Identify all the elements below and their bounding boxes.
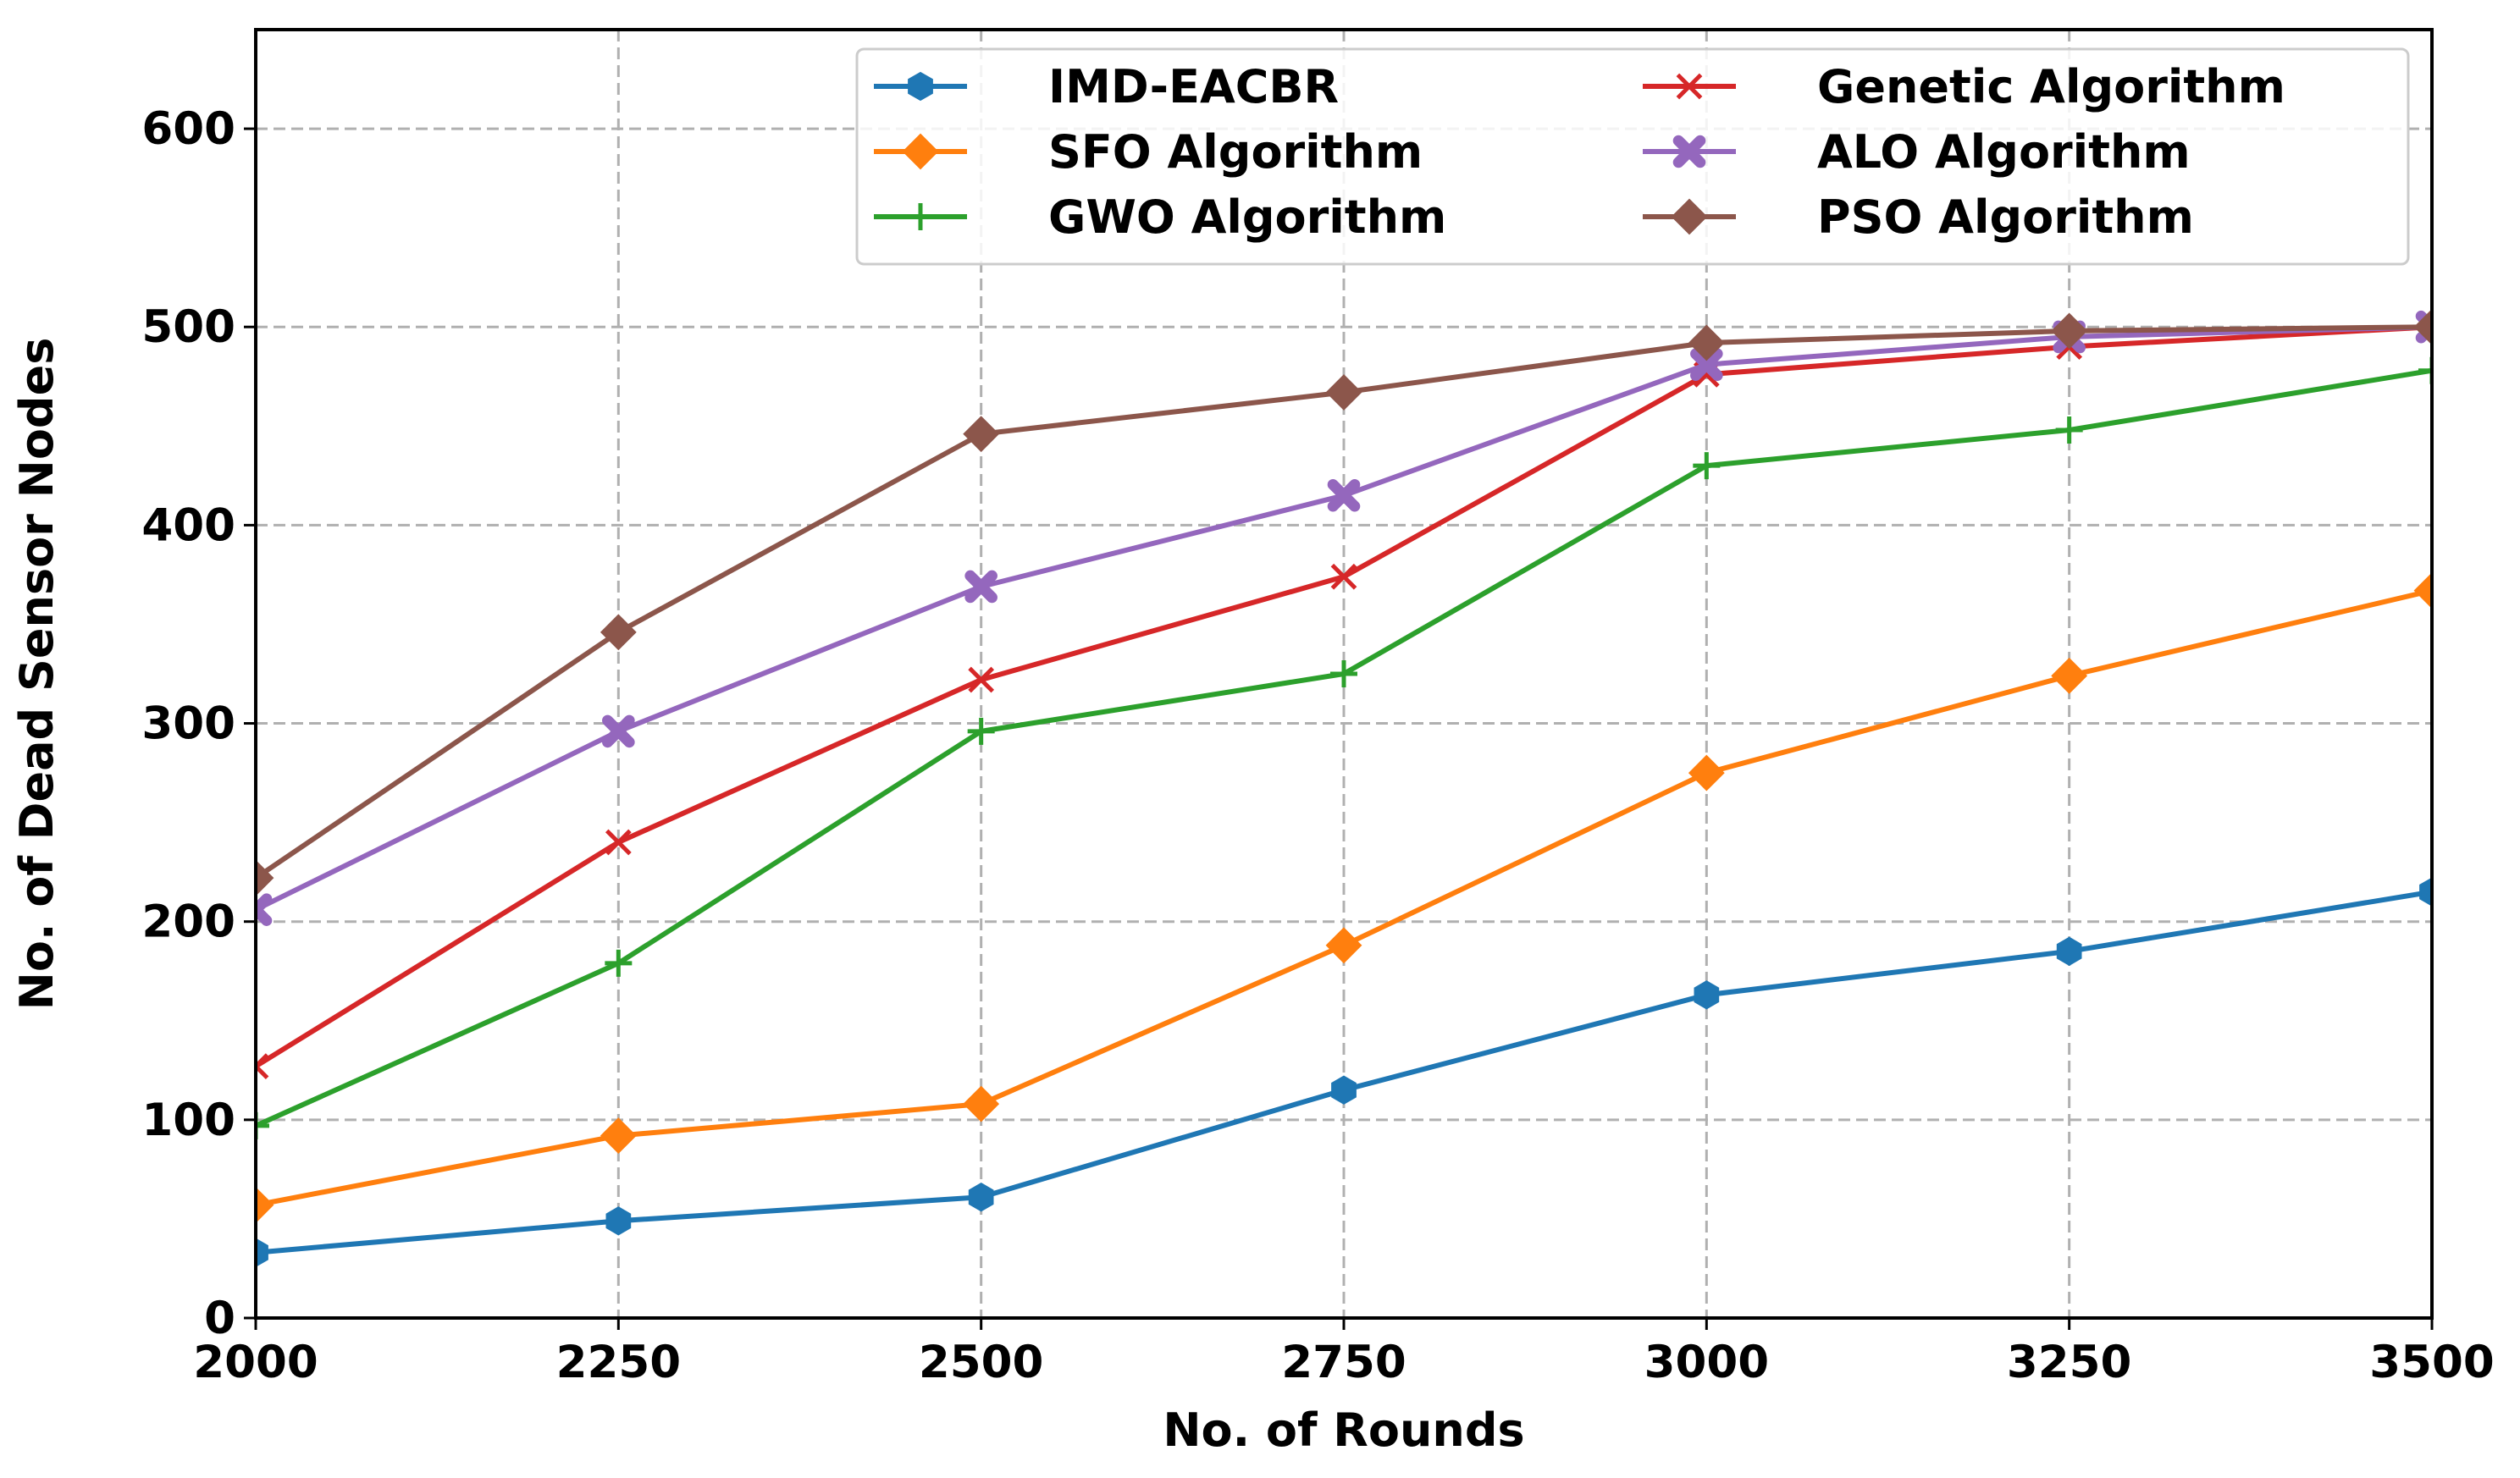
data-point — [2051, 312, 2088, 350]
ticks: 2000 2250 2500 2750 3000 3250 3500 0 100 200 300 40… — [141, 103, 2494, 1388]
data-point — [600, 1117, 637, 1154]
data-point — [967, 717, 995, 745]
data-point — [605, 949, 633, 977]
series-layer — [256, 308, 2432, 1267]
data-point — [256, 1238, 268, 1267]
marker-stroke — [968, 666, 995, 693]
marker-stroke — [964, 570, 998, 604]
x-axis-label: No. of Rounds — [1163, 1404, 1524, 1457]
marker-stroke — [1330, 563, 1357, 590]
y-axis-label: No. of Dead Sensor Nodes — [10, 338, 64, 1011]
data-point — [1671, 198, 1708, 235]
data-point — [256, 1187, 274, 1223]
data-point — [1672, 135, 1706, 168]
y-tick-label: 300 — [141, 698, 235, 750]
data-point — [1325, 374, 1362, 411]
marker-stroke — [1690, 348, 1723, 382]
data-point — [908, 71, 933, 102]
legend-item: PSO Algorithm — [1643, 190, 2194, 244]
series-gwo-algorithm — [256, 356, 2432, 1139]
data-point — [2056, 936, 2082, 966]
legend-item: SFO Algorithm — [874, 125, 1423, 179]
data-point — [907, 203, 934, 230]
legend-item: ALO Algorithm — [1643, 125, 2191, 179]
data-point — [605, 1206, 632, 1236]
marker-stroke — [256, 902, 273, 926]
data-point — [256, 1053, 269, 1079]
legend-box — [855, 47, 2410, 266]
data-point — [2413, 572, 2432, 609]
data-point — [600, 614, 637, 651]
data-point — [1688, 754, 1725, 791]
legend-item: Genetic Algorithm — [1643, 60, 2285, 113]
data-point — [1676, 73, 1703, 100]
legend-label: IMD-EACBR — [1048, 60, 1339, 113]
data-point — [1331, 1075, 1357, 1105]
data-point — [602, 714, 635, 748]
marker-stroke — [602, 714, 635, 748]
marker-stroke — [256, 1053, 269, 1070]
x-tick-label: 2750 — [1281, 1337, 1406, 1388]
data-point — [256, 859, 274, 896]
x-tick-label: 3500 — [2369, 1337, 2495, 1388]
legend-label: SFO Algorithm — [1048, 125, 1423, 179]
data-point — [256, 893, 273, 926]
data-point — [605, 829, 632, 856]
data-point — [902, 133, 939, 170]
y-tick-label: 400 — [141, 499, 235, 551]
marker-stroke — [1327, 478, 1361, 512]
data-point — [2418, 356, 2432, 384]
data-point — [963, 416, 1000, 453]
x-tick-label: 3250 — [2007, 1337, 2132, 1388]
series-sfo-algorithm — [256, 572, 2432, 1223]
y-tick-label: 200 — [141, 896, 235, 948]
legend-label: Genetic Algorithm — [1817, 60, 2285, 113]
data-point — [964, 570, 998, 604]
data-point — [256, 1111, 269, 1139]
x-tick-label: 2500 — [919, 1337, 1044, 1388]
data-point — [1693, 452, 1721, 480]
data-point — [2051, 657, 2088, 694]
series-imd-eacbr — [256, 877, 2432, 1267]
data-point — [1330, 563, 1357, 590]
marker-stroke — [1672, 135, 1706, 168]
marker-stroke — [605, 829, 632, 856]
data-point — [1690, 348, 1723, 382]
data-point — [1688, 324, 1725, 361]
x-tick-label: 3000 — [1644, 1337, 1770, 1388]
y-tick-label: 600 — [141, 103, 235, 155]
marker-stroke — [256, 893, 273, 918]
data-point — [1327, 478, 1361, 512]
data-point — [963, 1085, 1000, 1122]
x-tick-label: 2000 — [193, 1337, 318, 1388]
marker-stroke — [1676, 73, 1703, 100]
legend-label: PSO Algorithm — [1817, 190, 2194, 244]
y-tick-label: 100 — [141, 1095, 235, 1146]
legend-item: IMD-EACBR — [874, 60, 1339, 113]
x-tick-label: 2250 — [556, 1337, 682, 1388]
legend: IMD-EACBR SFO Algorithm GWO Algorithm Genet… — [855, 47, 2410, 266]
data-point — [2055, 416, 2083, 444]
data-point — [2419, 877, 2432, 907]
marker-stroke — [256, 1063, 269, 1079]
data-point — [1694, 980, 1720, 1010]
data-point — [2413, 308, 2432, 345]
legend-label: ALO Algorithm — [1817, 125, 2191, 179]
y-tick-label: 0 — [204, 1293, 235, 1344]
series-pso-algorithm — [256, 308, 2432, 896]
data-point — [968, 666, 995, 693]
data-point — [1330, 660, 1357, 687]
legend-label: GWO Algorithm — [1048, 190, 1446, 244]
legend-item: GWO Algorithm — [874, 190, 1446, 244]
data-point — [1325, 927, 1362, 964]
y-tick-label: 500 — [141, 301, 235, 353]
data-point — [968, 1183, 994, 1212]
